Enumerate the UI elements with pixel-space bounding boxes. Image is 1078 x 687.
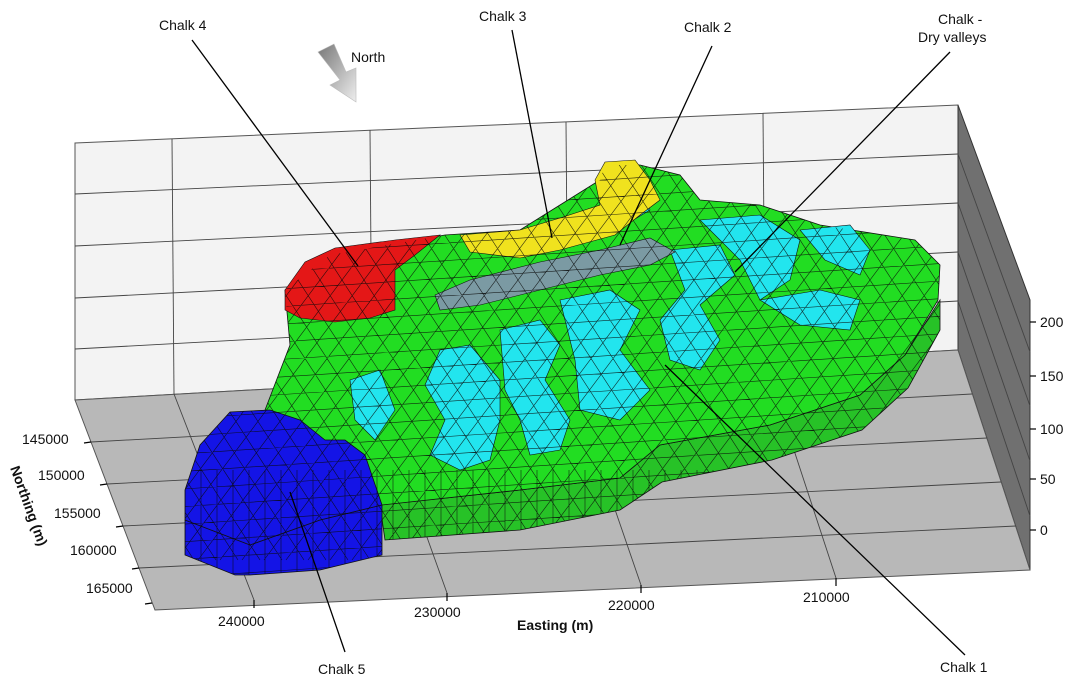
leader-chalk1: [664, 364, 966, 656]
chalk2-zone: [434, 237, 676, 311]
easting-tick-210000: 210000: [803, 589, 850, 605]
easting-tick-220000: 220000: [608, 597, 655, 613]
leader-dry-valleys: [734, 51, 951, 273]
elevation-axis: 200 150 100 50 0: [1030, 314, 1064, 538]
easting-label: Easting (m): [517, 617, 593, 633]
label-chalk3: Chalk 3: [479, 8, 527, 24]
easting-tick-230000: 230000: [414, 604, 461, 620]
northing-tick-145000: 145000: [22, 431, 69, 447]
northing-tick-155000: 155000: [54, 505, 101, 521]
elevation-tick-150: 150: [1040, 368, 1064, 384]
elevation-tick-200: 200: [1040, 314, 1064, 330]
label-dry-valleys-1: Chalk -: [938, 11, 983, 27]
label-chalk2: Chalk 2: [684, 19, 732, 35]
leader-chalk4: [191, 39, 359, 267]
label-dry-valleys-2: Dry valleys: [918, 29, 986, 45]
easting-axis: 240000 230000 220000 210000 Easting (m): [218, 578, 850, 633]
leader-chalk2: [619, 45, 713, 246]
leader-chalk3: [511, 29, 553, 239]
label-chalk4: Chalk 4: [159, 17, 207, 33]
chalk4-zone: [284, 234, 441, 323]
easting-tick-240000: 240000: [218, 613, 265, 629]
elevation-tick-50: 50: [1040, 471, 1056, 487]
chalk-mesh: [184, 159, 941, 576]
northing-tick-160000: 160000: [70, 542, 117, 558]
leader-chalk5: [289, 491, 346, 653]
north-label: North: [351, 49, 385, 65]
elevation-tick-100: 100: [1040, 421, 1064, 437]
label-chalk5: Chalk 5: [318, 661, 366, 677]
north-arrow: North: [317, 43, 385, 103]
north-arrow-icon: [317, 43, 357, 103]
label-chalk1: Chalk 1: [940, 659, 988, 675]
dry-valleys-zone: [349, 171, 871, 471]
annotations: Chalk 4 Chalk 3 Chalk 2 Chalk - Dry vall…: [159, 8, 988, 677]
elevation-tick-0: 0: [1040, 522, 1048, 538]
northing-tick-165000: 165000: [86, 580, 133, 596]
northing-tick-150000: 150000: [38, 467, 85, 483]
